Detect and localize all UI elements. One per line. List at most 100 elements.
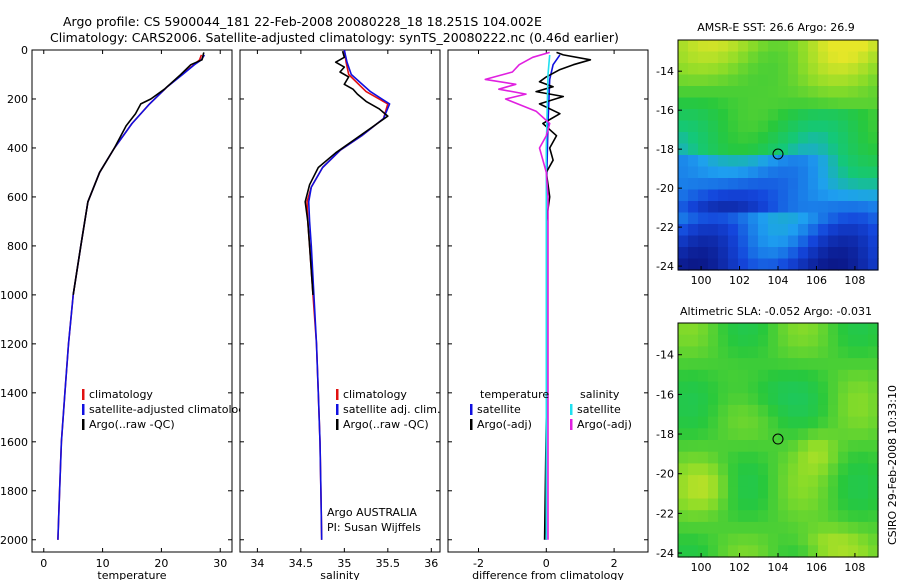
sla-map-cell bbox=[818, 323, 829, 336]
sla-map-cell bbox=[758, 521, 769, 535]
sla-map-cell bbox=[678, 486, 689, 500]
sla-map-cell bbox=[868, 463, 879, 476]
sla-map-cell bbox=[718, 475, 729, 488]
sla-map-cell bbox=[828, 393, 839, 406]
sst-map-cell bbox=[848, 86, 859, 99]
sla-map-cell bbox=[678, 393, 689, 406]
sla-map-cell bbox=[798, 369, 809, 383]
sla-map-cell bbox=[678, 533, 689, 546]
sla-map-cell bbox=[768, 381, 779, 394]
difference-profile-xtick-label: 2 bbox=[611, 557, 618, 570]
sst-map-cell bbox=[698, 74, 709, 87]
sst-map-cell bbox=[718, 97, 729, 110]
temperature-profile-ytick-label: 1600 bbox=[0, 436, 28, 449]
sst-map-cell bbox=[678, 143, 689, 156]
temperature-profile-legend-label: Argo(..raw -QC) bbox=[89, 418, 175, 431]
sst-map-cell bbox=[788, 201, 799, 214]
sst-map-cell bbox=[688, 132, 699, 145]
sla-map-cell bbox=[688, 486, 699, 500]
sla-map-cell bbox=[858, 533, 869, 546]
sst-map-cell bbox=[728, 97, 739, 110]
sst-map-cell bbox=[718, 51, 729, 64]
sla-map-cell bbox=[808, 451, 819, 464]
sla-map-cell bbox=[828, 381, 839, 394]
sla-map-cell bbox=[838, 346, 849, 359]
sla-map-cell bbox=[838, 475, 849, 488]
sst-map-cell bbox=[718, 74, 729, 87]
sla-map-cell bbox=[698, 358, 709, 371]
temperature-profile-ytick-label: 200 bbox=[7, 93, 28, 106]
sst-map-cell bbox=[828, 201, 839, 214]
sla-map-cell bbox=[778, 369, 789, 383]
sst-map-cell bbox=[758, 97, 769, 110]
sst-map-cell bbox=[728, 235, 739, 248]
sst-map-cell bbox=[818, 166, 829, 179]
sla-map-cell bbox=[748, 463, 759, 476]
sst-map-cell bbox=[798, 258, 809, 271]
sla-map-cell bbox=[768, 498, 779, 511]
sla-map-cell bbox=[778, 498, 789, 511]
sla-map-ytick-label: -14 bbox=[656, 349, 674, 362]
sst-map-cell bbox=[708, 109, 719, 122]
sst-map-cell bbox=[728, 63, 739, 76]
salinity-profile-xlabel: salinity bbox=[320, 569, 360, 580]
sla-map-cell bbox=[818, 486, 829, 500]
sst-map-cell bbox=[848, 97, 859, 110]
salinity-profile-xtick-label: 34 bbox=[250, 557, 264, 570]
sla-map-cell bbox=[728, 475, 739, 488]
sla-map-cell bbox=[808, 533, 819, 546]
sst-map-cell bbox=[748, 178, 759, 191]
sla-map-cell bbox=[858, 358, 869, 371]
sla-map-cell bbox=[728, 381, 739, 394]
difference-profile-legend-swatch bbox=[470, 419, 473, 430]
sla-map-cell bbox=[838, 463, 849, 476]
sla-map-cell bbox=[748, 498, 759, 511]
sla-map-cell bbox=[818, 428, 829, 441]
sla-map-cell bbox=[738, 346, 749, 359]
sst-map-cell bbox=[688, 155, 699, 168]
sla-map-cell bbox=[808, 498, 819, 511]
sla-map-cell bbox=[868, 440, 879, 453]
sst-map-cell bbox=[768, 120, 779, 133]
sst-map-cell bbox=[778, 189, 789, 202]
sst-map-cell bbox=[678, 97, 689, 110]
sla-map-cell bbox=[688, 475, 699, 488]
sst-map-cell bbox=[758, 189, 769, 202]
sst-map-cell bbox=[698, 40, 709, 53]
sla-map-cell bbox=[758, 440, 769, 453]
sst-map-cell bbox=[778, 224, 789, 237]
temperature-profile-panel: 0 200 400 600 800 1000 1200 1400 1600 1800 2000 0 10… bbox=[0, 44, 252, 580]
sst-map-cell bbox=[678, 166, 689, 179]
sla-map-cell bbox=[678, 381, 689, 394]
sst-map-cell bbox=[808, 247, 819, 260]
sst-map-cell bbox=[758, 120, 769, 133]
sst-map-cell bbox=[848, 143, 859, 156]
sla-map-cell bbox=[698, 416, 709, 429]
sst-map-cell bbox=[818, 143, 829, 156]
sla-map-cell bbox=[798, 440, 809, 453]
sla-map-cell bbox=[738, 451, 749, 464]
sla-map-cell bbox=[698, 381, 709, 394]
sst-map-cell bbox=[818, 212, 829, 225]
sst-map-cell bbox=[678, 51, 689, 64]
sst-map-cell bbox=[838, 40, 849, 53]
sst-map-cell bbox=[718, 166, 729, 179]
sla-map-cell bbox=[858, 346, 869, 359]
sla-map-cell bbox=[718, 428, 729, 441]
sst-map-cell bbox=[748, 247, 759, 260]
sla-map-cell bbox=[728, 428, 739, 441]
sst-map-cell bbox=[868, 109, 879, 122]
sst-map-cell bbox=[738, 178, 749, 191]
sla-map-cell bbox=[838, 323, 849, 336]
sst-map-cell bbox=[778, 63, 789, 76]
sst-map-cell bbox=[848, 40, 859, 53]
sst-map-cell bbox=[678, 120, 689, 133]
sla-map-cell bbox=[808, 510, 819, 523]
sst-map-cell bbox=[728, 166, 739, 179]
sst-map-cell bbox=[838, 51, 849, 64]
sla-map-cell bbox=[808, 334, 819, 347]
sla-map-cell bbox=[828, 358, 839, 371]
sst-map-cell bbox=[778, 178, 789, 191]
sla-map-cell bbox=[818, 545, 829, 558]
sst-map-cell bbox=[868, 120, 879, 133]
